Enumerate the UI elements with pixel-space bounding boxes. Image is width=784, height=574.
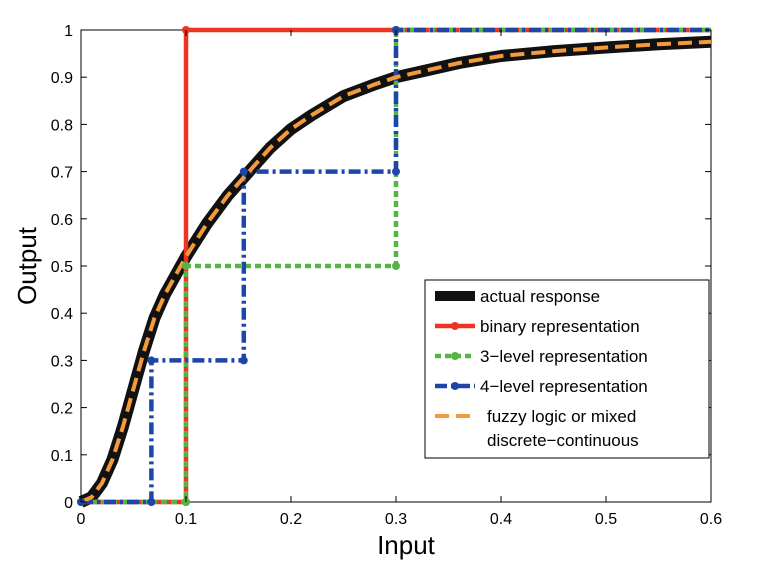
y-tick-label: 0: [64, 495, 73, 512]
legend-label-binary-representation: binary representation: [480, 317, 640, 336]
x-tick-label: 0.6: [700, 511, 722, 528]
series-line-3-level-representation: [81, 27, 711, 505]
marker-4-level-representation: [147, 498, 156, 506]
x-tick-label: 0.4: [490, 511, 512, 528]
x-tick-label: 0.3: [385, 511, 407, 528]
x-axis-title: Input: [377, 530, 436, 560]
x-tick-label: 0.2: [280, 511, 302, 528]
legend-marker-4-level-representation: [451, 382, 459, 390]
marker-4-level-representation: [147, 356, 156, 365]
marker-4-level-representation: [239, 167, 248, 176]
legend-marker-binary-representation: [451, 322, 459, 330]
y-tick-label: 0.6: [51, 212, 73, 229]
marker-4-level-representation: [239, 356, 248, 365]
y-tick-label: 0.5: [51, 259, 73, 276]
y-tick-label: 0.4: [51, 306, 73, 323]
y-tick-label: 0.2: [51, 401, 73, 418]
y-tick-label: 0.1: [51, 448, 73, 465]
y-tick-label: 0.8: [51, 117, 73, 134]
x-tick-label: 0: [77, 511, 86, 528]
marker-3-level-representation: [182, 262, 190, 270]
marker-3-level-representation: [392, 262, 400, 270]
legend-label-actual-response: actual response: [480, 287, 600, 306]
legend-box: [424, 279, 710, 459]
legend-label-line2: discrete−continuous: [487, 431, 639, 450]
y-tick-label: 0.3: [51, 353, 73, 370]
legend-label-fuzzy-logic-or-mixed: fuzzy logic or mixed: [487, 407, 636, 426]
legend-marker-3-level-representation: [451, 352, 459, 360]
y-tick-label: 0.7: [51, 165, 73, 182]
y-tick-label: 1: [64, 23, 73, 40]
axis-ticks: 0 0.1 0.2 0.3 0.4 0.5 0.6 0 0.1 0.2 0.3 0.4 0.5 0.6 0.…: [51, 23, 722, 528]
series-line-4-level-representation: [81, 27, 711, 505]
x-tick-label: 0.1: [175, 511, 197, 528]
legend-label-4-level-representation: 4−level representation: [480, 377, 648, 396]
x-tick-label: 0.5: [595, 511, 617, 528]
legend-label-3-level-representation: 3−level representation: [480, 347, 648, 366]
legend: actual response binary representation 3−le…: [424, 279, 710, 459]
series-line-actual-response: [78, 35, 712, 508]
marker-4-level-representation: [392, 167, 400, 176]
y-axis-title: Output: [12, 226, 42, 305]
y-tick-label: 0.9: [51, 70, 73, 87]
